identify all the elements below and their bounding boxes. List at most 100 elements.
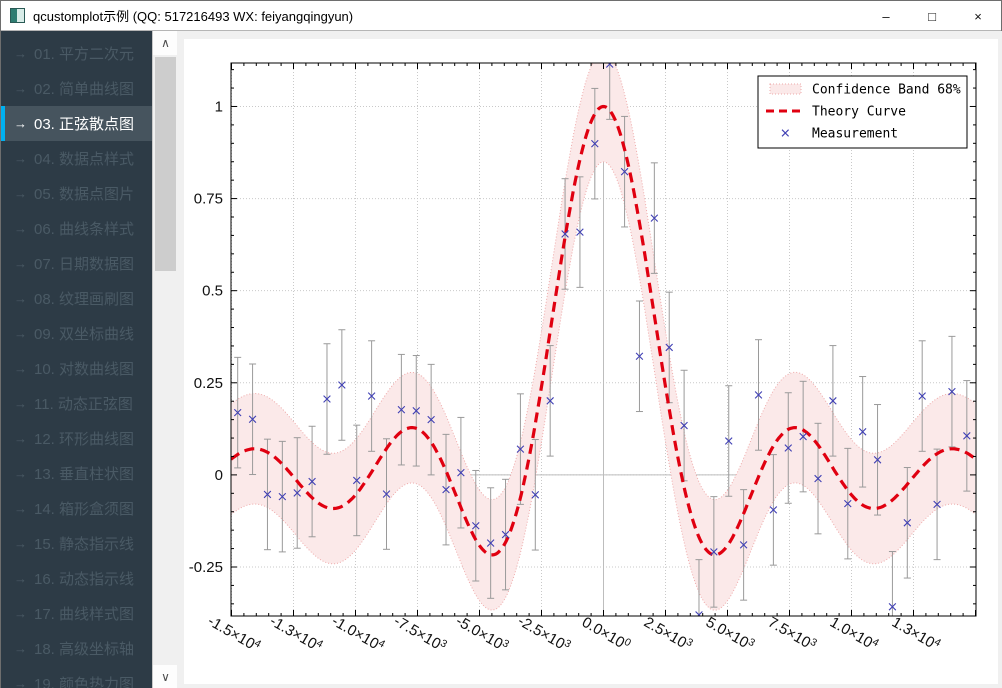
sidebar-item-8[interactable]: → 08. 纹理画刷图 (1, 281, 152, 316)
plot-frame (230, 62, 977, 617)
measurement-marker (784, 444, 793, 452)
measurement-marker (695, 611, 703, 616)
measurement-marker (724, 437, 733, 445)
sidebar-item-label: 19. 颜色热力图 (34, 676, 135, 688)
measurement-marker (486, 539, 495, 547)
measurement-marker (382, 490, 391, 498)
sidebar-item-label: 15. 静态指示线 (34, 536, 135, 553)
sidebar-item-5[interactable]: → 05. 数据点图片 (1, 176, 152, 211)
measurement-marker (412, 407, 421, 415)
measurement-marker (561, 230, 569, 238)
measurement-marker (650, 214, 659, 222)
measurement-marker (471, 521, 480, 530)
sidebar-item-12[interactable]: → 12. 环形曲线图 (1, 421, 152, 456)
arrow-icon: → (14, 641, 27, 656)
svg-text:-1.5×104: -1.5×104 (205, 612, 264, 656)
sidebar-item-label: 05. 数据点图片 (34, 186, 135, 203)
svg-text:0.25: 0.25 (194, 375, 223, 392)
sidebar-item-4[interactable]: → 04. 数据点样式 (1, 141, 152, 176)
sinc-scatter-chart: -0.25 0 0.25 0.5 0.75 1 -1.5×104 -1.3×104 -1.0×1… (189, 62, 977, 656)
sidebar-item-6[interactable]: → 06. 曲线条样式 (1, 211, 152, 246)
svg-text:-5.0×103: -5.0×103 (453, 612, 512, 656)
measurement-marker (427, 415, 435, 424)
sidebar-item-2[interactable]: → 02. 简单曲线图 (1, 71, 152, 106)
arrow-icon: → (14, 186, 27, 201)
sidebar-item-label: 12. 环形曲线图 (34, 431, 135, 448)
arrow-icon: → (14, 501, 27, 516)
measurement-marker (293, 489, 302, 497)
sidebar-item-17[interactable]: → 17. 曲线样式图 (1, 596, 152, 631)
measurement-marker (352, 476, 361, 485)
measurement-marker (323, 395, 331, 403)
arrow-icon: → (14, 326, 27, 341)
measurement-marker (799, 432, 807, 441)
measurement-marker (546, 397, 554, 405)
x-tick-labels: -1.5×104 -1.3×104 -1.0×104 -7.5×103 -5.0×103… (205, 612, 943, 656)
title-bar: qcustomplot示例 (QQ: 517216493 WX: feiyang… (1, 1, 1001, 31)
sidebar-item-16[interactable]: → 16. 动态指示线 (1, 561, 152, 596)
measurement-marker (501, 530, 510, 539)
measurement-marker (635, 352, 644, 361)
sidebar-item-15[interactable]: → 15. 静态指示线 (1, 526, 152, 561)
window-title: qcustomplot示例 (QQ: 517216493 WX: feiyang… (33, 9, 354, 24)
measurement-marker (591, 139, 599, 148)
close-button[interactable]: × (974, 8, 982, 24)
sidebar-item-7[interactable]: → 07. 日期数据图 (1, 246, 152, 281)
svg-text:-7.5×103: -7.5×103 (391, 612, 450, 656)
sidebar-item-label: 11. 动态正弦图 (34, 396, 133, 413)
legend-label: Measurement (812, 127, 898, 142)
measurement-marker (933, 500, 941, 509)
arrow-icon: → (14, 221, 27, 236)
sidebar-item-18[interactable]: → 18. 高级坐标轴 (1, 631, 152, 666)
arrow-icon: → (14, 536, 27, 551)
svg-text:0: 0 (215, 467, 223, 484)
sidebar-item-label: 08. 纹理画刷图 (34, 291, 135, 308)
scroll-up-icon[interactable]: ∧ (153, 31, 178, 55)
measurement-marker (233, 408, 242, 417)
sidebar-item-10[interactable]: → 10. 对数曲线图 (1, 351, 152, 386)
svg-text:-2.5×103: -2.5×103 (515, 612, 574, 656)
svg-text:1.3×104: 1.3×104 (889, 613, 943, 655)
minimize-button[interactable]: – (882, 8, 890, 24)
sidebar-item-14[interactable]: → 14. 箱形盒须图 (1, 491, 152, 526)
sidebar-item-11[interactable]: → 11. 动态正弦图 (1, 386, 152, 421)
sidebar-item-label: 10. 对数曲线图 (34, 361, 135, 378)
sidebar-item-1[interactable]: → 01. 平方二次元 (1, 36, 152, 71)
arrow-icon: → (14, 571, 27, 586)
sidebar-item-9[interactable]: → 09. 双坐标曲线 (1, 316, 152, 351)
svg-text:1: 1 (215, 98, 223, 115)
measurement-marker (814, 474, 822, 483)
scroll-down-icon[interactable]: ∨ (153, 665, 178, 688)
scrollbar-thumb[interactable] (155, 57, 176, 271)
sidebar-item-13[interactable]: → 13. 垂直柱状图 (1, 456, 152, 491)
sidebar-item-label: 04. 数据点样式 (34, 151, 135, 168)
svg-text:5.0×103: 5.0×103 (703, 613, 757, 655)
arrow-icon: → (14, 431, 27, 446)
window-body: → 01. 平方二次元 → 02. 简单曲线图 → 03. 正弦散点图 → 04. 数据点样式… (1, 31, 1002, 688)
sidebar-item-3[interactable]: → 03. 正弦散点图 (1, 106, 152, 141)
measurement-marker (918, 392, 926, 400)
sidebar-item-label: 06. 曲线条样式 (34, 221, 135, 238)
sidebar-scrollbar[interactable]: ∧ ∨ (152, 31, 178, 688)
sidebar-item-19[interactable]: → 19. 颜色热力图 (1, 666, 152, 688)
svg-text:7.5×103: 7.5×103 (765, 613, 819, 655)
measurement-marker (516, 445, 525, 453)
svg-text:0.75: 0.75 (194, 191, 223, 208)
arrow-icon: → (14, 291, 27, 306)
sidebar-item-label: 17. 曲线样式图 (34, 606, 135, 623)
sidebar-item-label: 18. 高级坐标轴 (34, 641, 135, 658)
sidebar-item-label: 02. 简单曲线图 (34, 81, 135, 98)
sidebar-item-label: 03. 正弦散点图 (34, 116, 135, 133)
qcustomplot-canvas[interactable]: -0.25 0 0.25 0.5 0.75 1 -1.5×104 -1.3×104 -1.0×1… (184, 39, 998, 684)
sidebar-menu: → 01. 平方二次元 → 02. 简单曲线图 → 03. 正弦散点图 → 04. 数据点样式… (1, 31, 152, 688)
arrow-icon: → (14, 116, 27, 131)
arrow-icon: → (14, 151, 27, 166)
measurement-marker (605, 63, 614, 68)
measurement-marker (457, 468, 465, 477)
app-icon (10, 8, 25, 23)
measurement-marker (710, 548, 718, 556)
maximize-button[interactable]: □ (928, 8, 936, 24)
measurement-marker (769, 506, 778, 514)
measurement-marker (338, 381, 346, 389)
measurement-points (233, 63, 971, 616)
